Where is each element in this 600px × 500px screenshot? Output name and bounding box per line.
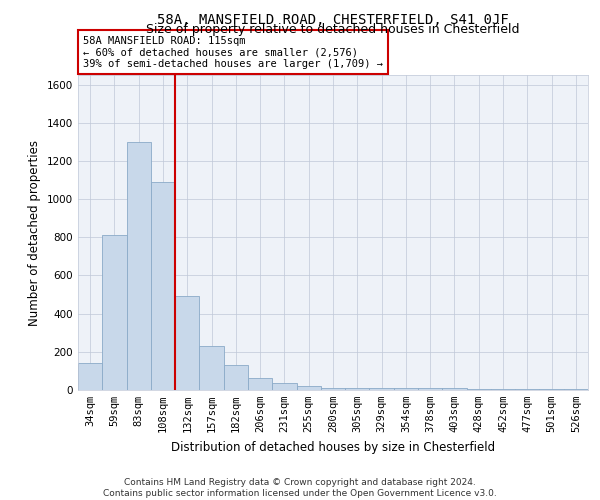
Text: Contains HM Land Registry data © Crown copyright and database right 2024.
Contai: Contains HM Land Registry data © Crown c… [103,478,497,498]
Bar [394,388,418,390]
Bar [248,378,272,390]
Bar [467,389,491,390]
Bar [370,388,394,390]
Bar [127,142,151,390]
Text: Size of property relative to detached houses in Chesterfield: Size of property relative to detached ho… [146,22,520,36]
Bar [539,389,564,390]
Bar [321,388,345,390]
Bar [272,384,296,390]
Bar [345,388,370,390]
Bar [491,389,515,390]
Bar [151,182,175,390]
Bar [102,236,127,390]
Y-axis label: Number of detached properties: Number of detached properties [28,140,41,326]
Bar [78,364,102,390]
Bar [296,386,321,390]
X-axis label: Distribution of detached houses by size in Chesterfield: Distribution of detached houses by size … [171,440,495,454]
Bar [199,346,224,390]
Bar [564,389,588,390]
Bar [515,389,539,390]
Bar [175,296,199,390]
Bar [224,365,248,390]
Text: 58A MANSFIELD ROAD: 115sqm
← 60% of detached houses are smaller (2,576)
39% of s: 58A MANSFIELD ROAD: 115sqm ← 60% of deta… [83,36,383,68]
Bar [418,388,442,390]
Text: 58A, MANSFIELD ROAD, CHESTERFIELD, S41 0JF: 58A, MANSFIELD ROAD, CHESTERFIELD, S41 0… [157,12,509,26]
Bar [442,388,467,390]
